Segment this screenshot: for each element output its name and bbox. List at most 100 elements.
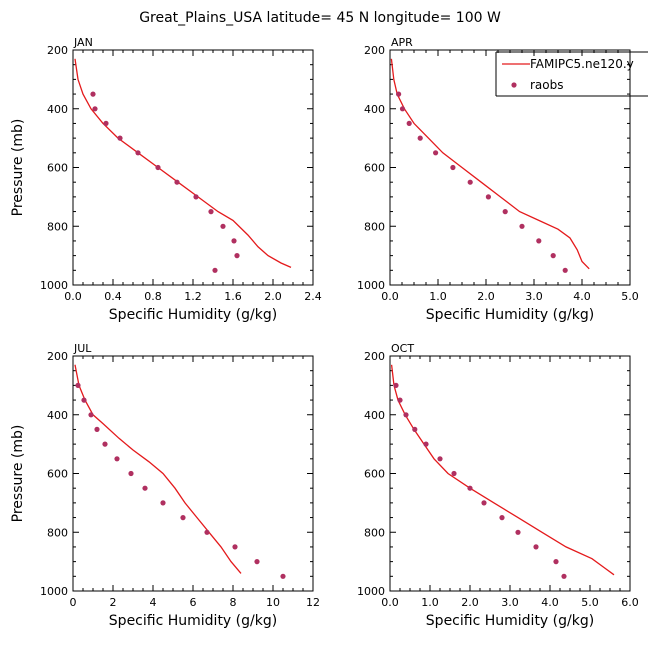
legend-obs-label: raobs (530, 78, 564, 92)
y-tick-label: 200 (364, 44, 385, 57)
y-axis-label: Pressure (mb) (10, 119, 26, 217)
panel-label: APR (391, 36, 413, 49)
raobs-point (174, 179, 180, 185)
raobs-point (406, 120, 412, 126)
raobs-point (114, 456, 120, 462)
raobs-point (481, 500, 487, 506)
x-tick-label: 0.4 (104, 290, 122, 303)
y-tick-label: 800 (47, 526, 68, 539)
y-tick-label: 200 (364, 350, 385, 363)
x-tick-label: 2 (110, 596, 117, 609)
raobs-point (450, 164, 456, 171)
x-tick-label: 1.0 (429, 290, 447, 303)
raobs-point (502, 209, 508, 215)
x-tick-label: 6 (190, 596, 197, 609)
y-tick-label: 400 (364, 409, 385, 422)
raobs-point (515, 529, 521, 535)
x-tick-label: 1.2 (184, 290, 202, 303)
raobs-point (231, 238, 237, 244)
raobs-point (135, 150, 141, 156)
raobs-point (103, 120, 109, 126)
raobs-point (499, 515, 505, 521)
raobs-point (204, 529, 210, 535)
raobs-point (180, 515, 186, 521)
x-tick-label: 5.0 (581, 596, 599, 609)
raobs-point (485, 194, 491, 200)
x-tick-label: 4.0 (541, 596, 559, 609)
raobs-point (88, 412, 94, 418)
panel-apr: APR 0.0 1.0 2.0 3.0 4.0 5.0 200 400 600 800 1000 Spe… (357, 36, 648, 323)
x-tick-label: 0 (70, 596, 77, 609)
x-tick-label: 5.0 (621, 290, 639, 303)
x-tick-label: 2.0 (461, 596, 479, 609)
y-tick-label: 400 (364, 103, 385, 116)
x-tick-label: 0.8 (144, 290, 162, 303)
raobs-point (160, 500, 166, 506)
raobs-point (193, 194, 199, 200)
raobs-point (75, 382, 81, 388)
raobs-point (117, 135, 123, 141)
y-tick-label: 200 (47, 350, 68, 363)
raobs-point (467, 179, 473, 185)
raobs-point (519, 223, 525, 229)
raobs-point (212, 267, 218, 273)
x-tick-label: 2.0 (264, 290, 282, 303)
raobs-point (142, 485, 148, 491)
y-tick-label: 600 (364, 468, 385, 481)
x-axis-label: Specific Humidity (g/kg) (109, 307, 277, 323)
x-tick-label: 0.0 (64, 290, 82, 303)
plot-frame (389, 355, 631, 592)
raobs-point (393, 382, 399, 388)
x-tick-label: 0.0 (381, 290, 399, 303)
raobs-point (90, 91, 96, 97)
y-tick-label: 600 (47, 162, 68, 175)
x-tick-label: 2.0 (477, 290, 495, 303)
raobs-point (433, 150, 439, 156)
panel-label: JAN (73, 36, 93, 49)
raobs-point (561, 573, 567, 579)
y-tick-label: 600 (364, 162, 385, 175)
panel-jul: JUL 0 2 4 6 8 10 12 200 400 600 800 1000 Specific Hum… (10, 342, 320, 629)
plot-frame (72, 355, 314, 592)
raobs-point (423, 441, 429, 447)
x-tick-label: 12 (306, 596, 320, 609)
y-tick-label: 600 (47, 468, 68, 481)
raobs-point (451, 470, 457, 477)
figure-title: Great_Plains_USA latitude= 45 N longitud… (139, 10, 501, 26)
legend: FAMIPC5.ne120.y raobs (495, 51, 648, 97)
raobs-point (536, 238, 542, 244)
y-tick-label: 400 (47, 103, 68, 116)
raobs-point (220, 223, 226, 229)
raobs-point (417, 135, 423, 141)
plot-frame (72, 49, 314, 286)
y-tick-label: 1000 (40, 585, 68, 598)
legend-obs-swatch (511, 82, 517, 88)
raobs-point (92, 106, 98, 112)
raobs-point (102, 441, 108, 447)
raobs-point (81, 397, 87, 403)
raobs-point (550, 253, 556, 259)
raobs-point (553, 559, 559, 565)
raobs-point (562, 267, 568, 273)
x-axis-label: Specific Humidity (g/kg) (426, 613, 594, 629)
raobs-point (234, 253, 240, 259)
y-tick-label: 400 (47, 409, 68, 422)
panel-jan: JAN 0.0 0.4 0.8 1.2 1.6 2.0 2.4 200 400 600 800 1000… (10, 36, 322, 323)
raobs-point (155, 164, 161, 171)
x-tick-label: 1.6 (224, 290, 242, 303)
raobs-point (397, 397, 403, 403)
plot-frame (389, 49, 631, 286)
x-tick-label: 4.0 (573, 290, 591, 303)
y-tick-label: 800 (364, 220, 385, 233)
x-axis-label: Specific Humidity (g/kg) (426, 307, 594, 323)
raobs-point (208, 209, 214, 215)
x-tick-label: 10 (266, 596, 280, 609)
y-tick-label: 1000 (357, 585, 385, 598)
panel-label: OCT (391, 342, 414, 355)
raobs-point (396, 91, 402, 97)
panel-oct: OCT 0.0 1.0 2.0 3.0 4.0 5.0 6.0 200 400 600 800 1000… (357, 342, 639, 629)
y-tick-label: 800 (47, 220, 68, 233)
y-axis-label: Pressure (mb) (10, 425, 26, 523)
